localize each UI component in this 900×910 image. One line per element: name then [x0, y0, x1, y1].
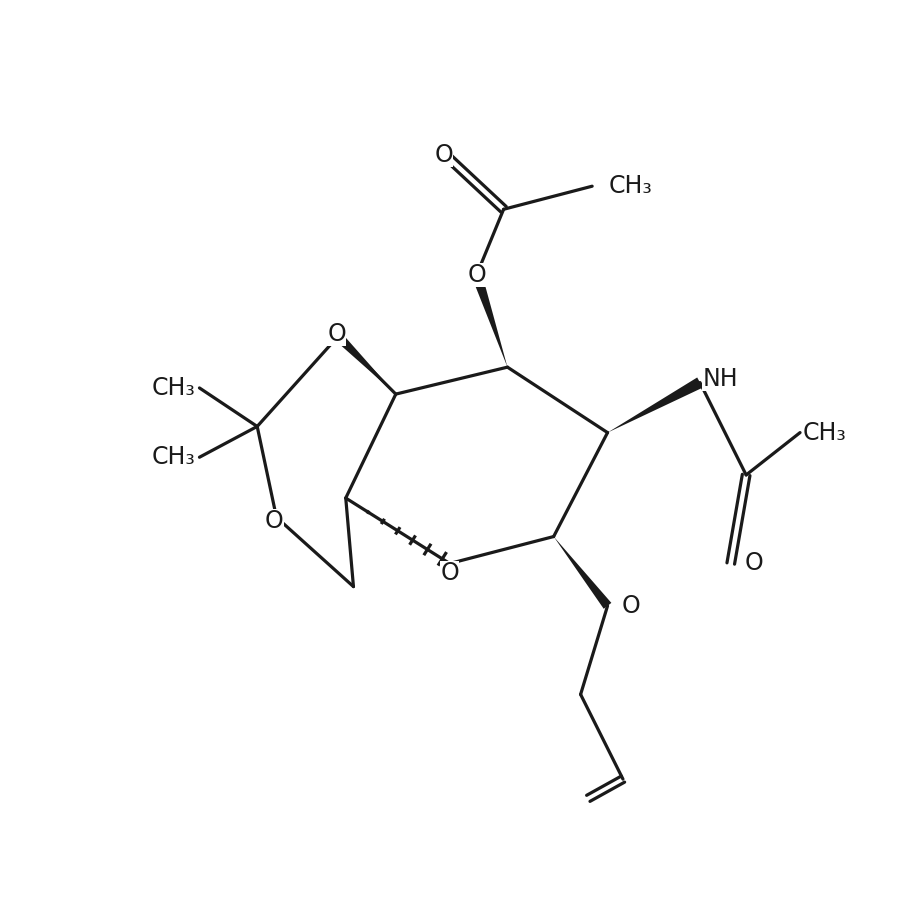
Text: NH: NH [702, 368, 738, 391]
Text: CH₃: CH₃ [803, 420, 846, 445]
Text: O: O [467, 263, 486, 287]
Polygon shape [472, 273, 508, 367]
Text: O: O [265, 510, 284, 533]
Polygon shape [335, 333, 396, 394]
Text: CH₃: CH₃ [609, 174, 653, 198]
Text: CH₃: CH₃ [152, 376, 195, 399]
Text: O: O [440, 561, 459, 585]
Text: O: O [434, 144, 453, 167]
Text: O: O [621, 594, 640, 618]
Text: O: O [744, 551, 763, 575]
Polygon shape [554, 537, 611, 609]
Text: CH₃: CH₃ [152, 445, 195, 470]
Polygon shape [608, 378, 703, 432]
Text: O: O [327, 322, 346, 346]
